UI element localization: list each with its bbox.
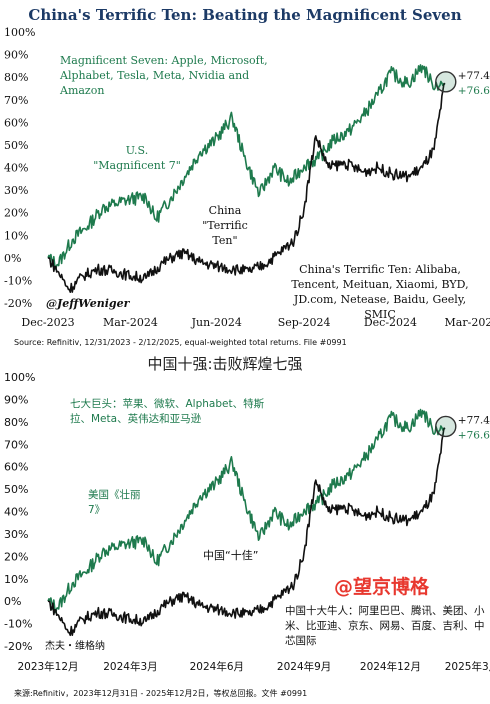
chinese-line-chart: 100% 90% 80% 70% 60% 50% 40% 30% 20% 10% 0% -10% -20… xyxy=(4,371,490,673)
y-tick-label: 30% xyxy=(4,184,28,197)
china-end-value-label: +77.4% xyxy=(458,415,490,427)
watermark: @望京博格 xyxy=(334,576,430,598)
end-point-marker xyxy=(435,71,457,93)
y-tick-label: -20% xyxy=(4,640,32,653)
y-tick-label: 60% xyxy=(4,116,28,129)
x-tick-label: Sep-2024 xyxy=(278,316,331,329)
x-tick-label: Dec-2024 xyxy=(364,316,417,329)
y-tick-label: 40% xyxy=(4,162,28,175)
chart-title: China's Terrific Ten: Beating the Magnif… xyxy=(28,6,462,24)
y-tick-label: -10% xyxy=(4,618,32,631)
source-note: Source: Refinitiv, 12/31/2023 - 2/12/202… xyxy=(14,338,347,347)
y-tick-label: 10% xyxy=(4,573,28,586)
y-tick-label: 80% xyxy=(4,416,28,429)
y-tick-label: 50% xyxy=(4,483,28,496)
y-tick-label: -20% xyxy=(4,297,32,310)
y-tick-label: 20% xyxy=(4,550,28,563)
x-tick-label: 2024年9月 xyxy=(277,660,331,673)
us-end-value-label: +76.6% xyxy=(458,429,490,441)
y-tick-label: 100% xyxy=(4,371,35,384)
x-tick-label: 2023年12月 xyxy=(17,660,78,673)
x-tick-label: Mar-2024 xyxy=(103,316,158,329)
china-end-value-label: +77.4% xyxy=(458,70,490,82)
china-series-label: China "Terrific Ten" xyxy=(202,204,248,247)
china-series-label-cn: 中国“十佳” xyxy=(203,549,259,562)
us-series-label-cn: 美国《壮丽7》 xyxy=(88,489,141,516)
y-tick-label: 100% xyxy=(4,26,35,39)
y-tick-label: 80% xyxy=(4,71,28,84)
us-series-line xyxy=(47,408,446,614)
english-chart-panel: China's Terrific Ten: Beating the Magnif… xyxy=(0,0,490,350)
y-tick-label: 90% xyxy=(4,49,28,62)
china-members-note: China's Terrific Ten: Alibaba, Tencent, … xyxy=(291,263,469,321)
china-series-line xyxy=(47,427,446,637)
english-line-chart: 100% 90% 80% 70% 60% 50% 40% 30% 20% 10% 0% -10% -20… xyxy=(4,26,490,329)
y-tick-label: 60% xyxy=(4,461,28,474)
us-series-line xyxy=(47,64,446,271)
y-tick-label: 20% xyxy=(4,207,28,220)
y-tick-label: 30% xyxy=(4,528,28,541)
y-tick-label: 50% xyxy=(4,139,28,152)
x-tick-label: Dec-2023 xyxy=(21,316,74,329)
y-tick-label: 70% xyxy=(4,94,28,107)
china-series-line xyxy=(47,82,446,293)
mag7-members-note-cn: 七大巨头：苹果、微软、Alphabet、特斯拉、Meta、英伟达和亚马逊 xyxy=(70,398,265,425)
x-tick-label: 2025年3月 xyxy=(445,660,490,673)
y-tick-label: 40% xyxy=(4,506,28,519)
y-tick-label: 0% xyxy=(4,252,21,265)
y-tick-label: 90% xyxy=(4,393,28,406)
author-handle: @JeffWeniger xyxy=(46,297,130,310)
author-handle-cn: 杰夫・维格纳 xyxy=(45,641,105,652)
x-tick-label: Jun-2024 xyxy=(191,316,242,329)
y-tick-label: 0% xyxy=(4,595,21,608)
us-end-value-label: +76.6% xyxy=(458,85,490,97)
us-series-label: U.S. "Magnificent 7" xyxy=(93,144,181,172)
source-note-cn: 来源:Refinitiv，2023年12月31日 - 2025年12月2日，等权… xyxy=(14,689,308,698)
x-tick-label: 2024年3月 xyxy=(103,660,157,673)
x-tick-label: Mar-2025 xyxy=(445,316,490,329)
x-tick-label: 2024年6月 xyxy=(190,660,244,673)
end-point-marker xyxy=(435,415,457,438)
y-tick-label: 10% xyxy=(4,229,28,242)
chart-title-cn: 中国十强:击败辉煌七强 xyxy=(147,355,303,373)
china-members-note-cn: 中国十大牛人：阿里巴巴、腾讯、美团、小米、比亚迪、京东、网易、百度、吉利、中芯国… xyxy=(285,605,485,647)
y-tick-label: -10% xyxy=(4,274,32,287)
y-tick-label: 70% xyxy=(4,438,28,451)
chinese-chart-panel: 中国十强:击败辉煌七强 100% 90% 80% 70% 60% 50% 40% 30% 20%… xyxy=(0,350,490,704)
mag7-members-note: Magnificent Seven: Apple, Microsoft, Alp… xyxy=(60,54,268,97)
x-tick-label: 2024年12月 xyxy=(360,660,421,673)
